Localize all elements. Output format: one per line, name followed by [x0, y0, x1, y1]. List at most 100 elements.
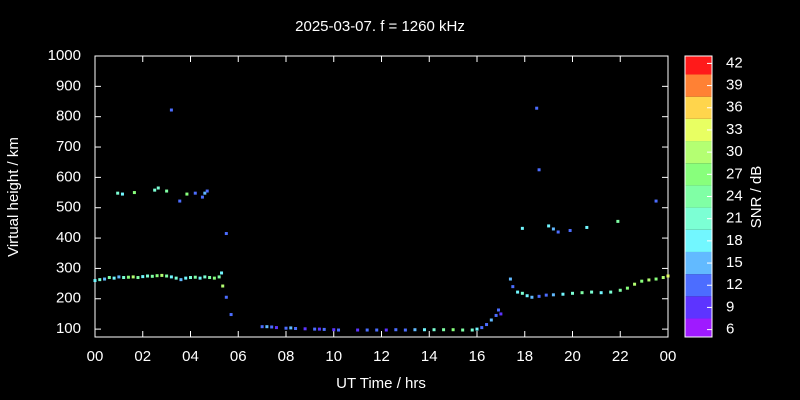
colorbar-band	[685, 251, 712, 275]
data-point	[146, 274, 150, 278]
data-point	[511, 285, 515, 289]
data-point	[200, 195, 204, 199]
y-tick-label: 500	[56, 199, 81, 216]
data-point	[661, 276, 665, 280]
x-tick-label: 00	[87, 348, 104, 365]
data-point	[229, 313, 233, 317]
x-tick-label: 04	[182, 348, 199, 365]
data-point	[568, 228, 572, 232]
data-point	[551, 227, 555, 231]
data-point	[112, 276, 116, 280]
x-tick-label: 06	[230, 348, 247, 365]
data-point	[384, 328, 388, 332]
data-point	[294, 327, 298, 331]
data-point	[156, 186, 160, 190]
data-point	[530, 295, 534, 299]
data-point	[178, 199, 182, 203]
data-point	[185, 192, 189, 196]
data-point	[537, 294, 541, 298]
data-point	[107, 276, 111, 280]
y-tick-label: 900	[56, 77, 81, 94]
data-point	[494, 313, 498, 317]
data-point	[169, 108, 173, 112]
data-point	[535, 106, 539, 110]
y-tick-label: 600	[56, 168, 81, 185]
y-tick-label: 800	[56, 108, 81, 125]
data-point	[451, 328, 455, 332]
data-point	[224, 232, 228, 236]
chart-title: 2025-03-07. f = 1260 kHz	[295, 18, 465, 35]
data-point	[516, 290, 520, 294]
data-point	[284, 326, 288, 330]
data-point	[160, 273, 164, 277]
data-point	[212, 276, 216, 280]
data-point	[640, 279, 644, 283]
colorbar-tick-label: 24	[726, 187, 743, 204]
y-tick-label: 200	[56, 290, 81, 307]
data-point	[609, 290, 613, 294]
data-point	[126, 275, 130, 279]
data-point	[274, 326, 278, 330]
data-point	[618, 288, 622, 292]
colorbar-band	[685, 56, 712, 75]
data-point	[422, 328, 426, 332]
data-point	[165, 274, 169, 278]
y-tick-label: 400	[56, 229, 81, 246]
data-point	[525, 294, 529, 298]
colorbar-tick-label: 36	[726, 99, 743, 116]
data-point	[356, 328, 360, 332]
data-point	[413, 328, 417, 332]
y-tick-label: 100	[56, 320, 81, 337]
data-point	[217, 275, 221, 279]
data-point	[165, 189, 169, 193]
y-tick-label: 300	[56, 259, 81, 276]
data-point	[208, 276, 212, 280]
data-point	[174, 276, 178, 280]
data-point	[289, 326, 293, 330]
data-point	[153, 188, 157, 192]
data-point	[117, 275, 121, 279]
data-point	[590, 290, 594, 294]
y-tick-label: 1000	[48, 47, 81, 64]
y-axis-label: Virtual height / km	[5, 137, 22, 257]
data-point	[313, 327, 317, 331]
data-point	[136, 276, 140, 280]
data-point	[654, 277, 658, 281]
data-point	[666, 274, 670, 278]
colorbar-tick-label: 15	[726, 254, 743, 271]
data-point	[205, 189, 209, 193]
data-point	[403, 328, 407, 332]
x-tick-label: 10	[325, 348, 342, 365]
data-point	[480, 326, 484, 330]
colorbar-band	[685, 207, 712, 230]
colorbar-tick-label: 27	[726, 165, 743, 182]
colorbar-tick-label: 18	[726, 232, 743, 249]
colorbar-band	[685, 185, 712, 208]
data-point	[599, 291, 603, 295]
colorbar-tick-label: 21	[726, 210, 743, 227]
colorbar-tick-label: 6	[726, 321, 734, 338]
data-point	[547, 224, 551, 228]
data-point	[270, 325, 274, 329]
data-point	[116, 191, 120, 195]
data-point	[470, 328, 474, 332]
data-point	[120, 192, 124, 196]
data-point	[580, 291, 584, 295]
data-point	[520, 226, 524, 230]
data-point	[585, 225, 589, 229]
x-tick-label: 00	[660, 348, 677, 365]
data-point	[260, 325, 264, 329]
data-point	[537, 168, 541, 172]
data-point	[475, 327, 479, 331]
data-point	[224, 295, 228, 299]
data-point	[203, 191, 207, 195]
data-point	[647, 278, 651, 282]
colorbar-band	[685, 296, 712, 319]
colorbar-tick-label: 39	[726, 77, 743, 94]
data-point	[150, 274, 154, 278]
colorbar-band	[685, 163, 712, 186]
colorbar-tick-label: 9	[726, 298, 734, 315]
data-point	[198, 276, 202, 280]
data-point	[551, 293, 555, 297]
colorbar-band	[685, 274, 712, 297]
